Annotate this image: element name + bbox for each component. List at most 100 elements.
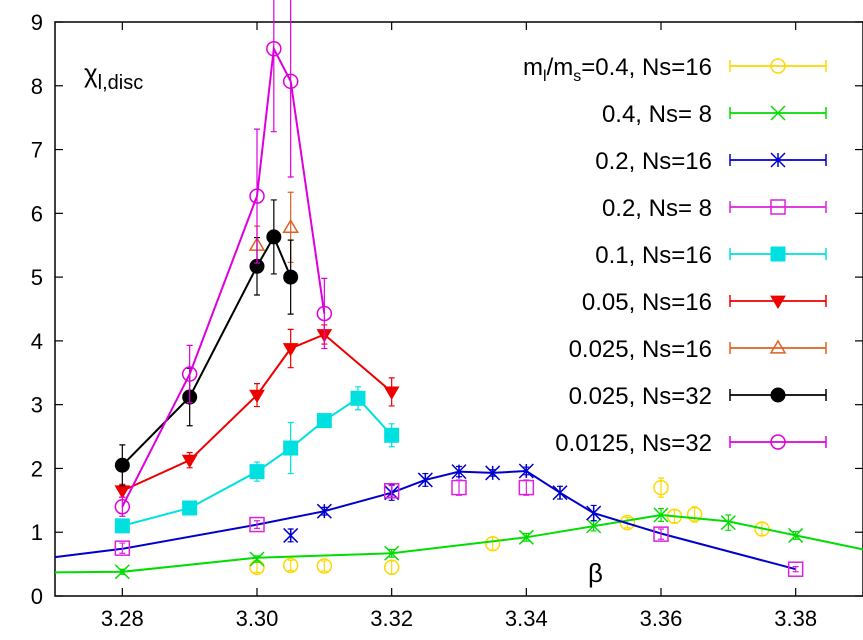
- data-point: [518, 479, 535, 496]
- annotations: χl,disc β: [84, 58, 603, 588]
- legend-label: 0.2, Ns= 8: [602, 195, 712, 222]
- axes: 3.28 3.30 3.32 3.34 3.36 3.38 0 1 2 3 4 5 6 7 8 9: [31, 10, 863, 631]
- data-point: [249, 516, 265, 533]
- error-bar: [321, 277, 328, 350]
- error-bar: [321, 560, 328, 572]
- y-tick-label: 5: [31, 265, 43, 290]
- y-axis-annotation-subscript: l,disc: [98, 72, 144, 94]
- legend-entry: 0.025, Ns=16: [569, 336, 827, 363]
- data-point: [283, 269, 299, 285]
- error-bar: [254, 128, 260, 264]
- data-point: [518, 463, 534, 479]
- legend-entry: 0.05, Ns=16: [582, 289, 827, 316]
- legend-marker: [770, 295, 786, 309]
- legend-label: 0.0125, Ns=32: [555, 430, 712, 457]
- x-tick-label: 3.38: [774, 606, 817, 631]
- y-tick-label: 9: [31, 10, 43, 35]
- plot-frame: [54, 21, 863, 597]
- y-axis-annotation-symbol: χ: [84, 58, 98, 88]
- error-bar: [792, 566, 799, 573]
- legend-label: 0.4, Ns= 8: [602, 101, 712, 128]
- data-point: [485, 465, 501, 481]
- legend-errbar-cap: [729, 60, 827, 72]
- data-point: [316, 413, 332, 429]
- series-line: [121, 45, 326, 508]
- error-bar: [691, 506, 698, 523]
- data-point: [282, 343, 299, 357]
- legend-entry: ml/ms=0.4, Ns=16: [523, 54, 827, 85]
- data-point: [114, 518, 130, 534]
- error-bar: [254, 520, 260, 529]
- data-point: [316, 503, 332, 519]
- legend-label-part: /m: [547, 54, 574, 81]
- error-bar: [287, 0, 294, 178]
- data-point: [484, 535, 501, 552]
- error-bar: [254, 561, 260, 574]
- data-point: [417, 472, 433, 488]
- data-point: [384, 545, 400, 561]
- legend-marker: [770, 58, 786, 74]
- x-tick-label: 3.30: [236, 606, 279, 631]
- series-8: [114, 0, 333, 517]
- legend-label: 0.1, Ns=16: [595, 242, 712, 269]
- legend-label-part: l: [543, 68, 547, 85]
- legend-entry: 0.4, Ns= 8: [602, 101, 827, 128]
- y-tick-label: 8: [31, 74, 43, 99]
- data-point: [114, 498, 131, 515]
- data-point: [181, 454, 198, 469]
- data-point: [316, 558, 333, 574]
- legend-errbar-cap: [729, 154, 827, 166]
- series-5: [114, 324, 400, 499]
- y-axis-annotation: χl,disc: [84, 58, 143, 94]
- data-point: [383, 483, 400, 499]
- series-line: [121, 234, 292, 467]
- series-4: [114, 386, 400, 534]
- y-tick-label: 3: [31, 393, 43, 418]
- data-point: [114, 540, 131, 556]
- data-point: [451, 464, 467, 480]
- legend: ml/ms=0.4, Ns=16 0.4, Ns= 8 0.2, Ns=16 0.2,…: [523, 54, 827, 457]
- series-line: [54, 513, 863, 574]
- legend-marker: [770, 105, 786, 121]
- data-point: [586, 518, 602, 534]
- legend-errbar-cap: [729, 201, 827, 213]
- error-bar: [388, 560, 395, 575]
- data-point: [653, 526, 669, 542]
- legend-entry: 0.2, Ns=16: [595, 148, 827, 175]
- legend-marker: [770, 387, 786, 403]
- data-point: [451, 479, 467, 496]
- legend-errbar-cap: [729, 107, 827, 119]
- legend-errbar-cap: [729, 389, 827, 401]
- data-point: [384, 427, 400, 443]
- error-bar: [523, 479, 530, 496]
- data-point: [282, 218, 299, 234]
- legend-errbar-cap: [729, 295, 827, 307]
- data-point: [114, 457, 130, 473]
- legend-label-part: m: [523, 54, 543, 81]
- legend-entry: 0.1, Ns=16: [595, 242, 827, 269]
- error-bar: [658, 528, 664, 540]
- data-point: [249, 389, 265, 404]
- series-1: [54, 507, 863, 580]
- legend-label: 0.025, Ns=32: [569, 383, 712, 410]
- data-point: [249, 464, 265, 480]
- data-point: [787, 561, 804, 577]
- legend-errbar-cap: [729, 342, 827, 354]
- y-tick-label: 7: [31, 138, 43, 163]
- data-point: [788, 527, 804, 543]
- x-tick-label: 3.34: [505, 606, 548, 631]
- legend-entry: 0.2, Ns= 8: [602, 195, 827, 222]
- y-tick-label: 1: [31, 520, 43, 545]
- data-point: [383, 559, 400, 576]
- x-tick-label: 3.36: [640, 606, 683, 631]
- legend-label: 0.05, Ns=16: [582, 289, 712, 316]
- legend-entry: 0.0125, Ns=32: [555, 430, 827, 457]
- legend-marker: [770, 199, 786, 215]
- x-axis-annotation: β: [588, 558, 603, 588]
- error-bar: [270, 0, 277, 133]
- y-tick-label: 6: [31, 201, 43, 226]
- error-bar: [287, 559, 294, 572]
- legend-label: 0.025, Ns=16: [569, 336, 712, 363]
- data-point: [249, 188, 265, 204]
- y-tick-label: 4: [31, 329, 43, 354]
